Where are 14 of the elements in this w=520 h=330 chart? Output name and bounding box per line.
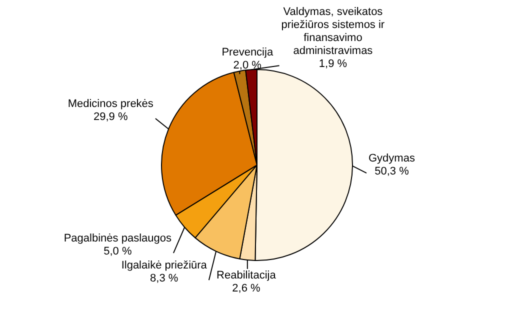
slice-label: Reabilitacija — [216, 269, 277, 282]
slice-label: Ilgalaikė priežiūra — [121, 260, 208, 272]
slice-label: Gydymas — [368, 152, 416, 165]
data-label: 2,6 % — [232, 282, 260, 294]
data-label: 2,0 % — [233, 60, 262, 72]
data-label: 50,3 % — [374, 166, 410, 178]
data-label: 5,0 % — [104, 246, 132, 258]
slice-label: Pagalbinės paslaugos — [64, 232, 172, 245]
slice-label: Medicinos prekės — [68, 98, 154, 110]
data-label: 29,9 % — [94, 111, 128, 124]
data-label: 8,3 % — [150, 272, 178, 285]
slice-label: Prevencija — [222, 46, 274, 59]
data-label: 1,9 % — [318, 58, 348, 70]
slice-label: Valdymas, sveikatos priežiūros sistemos ir finansavimo administravimas — [281, 6, 385, 58]
